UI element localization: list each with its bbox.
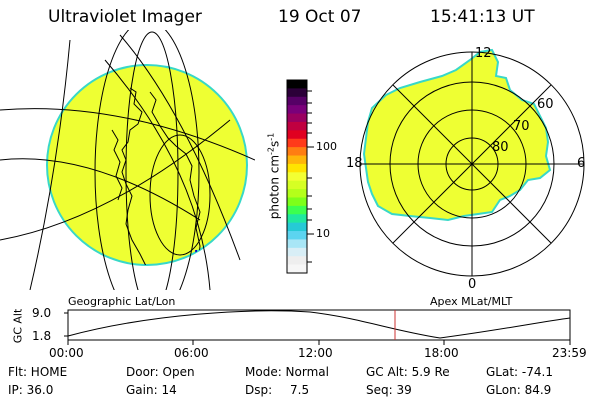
geographic-grid-lines	[0, 30, 255, 290]
instrument-title: Ultraviolet Imager	[48, 7, 202, 27]
dsp-label: Dsp:	[245, 383, 273, 397]
colorbar-segment	[287, 214, 307, 224]
colorbar-segment	[287, 121, 307, 131]
colorbar-ticks	[307, 90, 314, 263]
colorbar-segment	[287, 80, 307, 89]
colorbar-segment	[287, 189, 307, 199]
gc-alt-label: GC Alt: 5.9 Re	[366, 365, 450, 379]
flight-label: Flt: HOME	[8, 365, 68, 379]
time-label: 15:41:13 UT	[430, 7, 535, 27]
colorbar-segment	[287, 264, 307, 274]
colorbar-segment	[287, 197, 307, 207]
polar-auroral-fill	[362, 48, 552, 222]
mlat-label-60: 60	[537, 97, 554, 112]
geographic-caption: Geographic Lat/Lon	[68, 295, 176, 308]
colorbar-tick-10: 10	[316, 227, 330, 240]
colorbar-tick-100: 100	[316, 140, 337, 153]
colorbar-frame	[286, 79, 308, 274]
apex-caption: Apex MLat/MLT	[430, 295, 513, 308]
mlt-label-12: 12	[475, 46, 492, 61]
x-tick-0600: 06:00	[174, 346, 209, 360]
door-label: Door: Open	[126, 365, 195, 379]
altitude-x-ticks	[67, 340, 571, 345]
colorbar-segment	[287, 138, 307, 148]
colorbar-segment	[287, 222, 307, 232]
colorbar-segment	[287, 96, 307, 106]
dsp-value: 7.5	[290, 383, 310, 397]
geographic-image-panel	[0, 30, 255, 290]
mlat-label-70: 70	[513, 119, 530, 134]
colorbar-segment	[287, 205, 307, 215]
colorbar-segment	[287, 147, 307, 157]
intensity-colorbar	[287, 80, 307, 274]
colorbar-segment	[287, 256, 307, 266]
x-tick-2359: 23:59	[552, 346, 587, 360]
mlat-label-80: 80	[492, 140, 509, 155]
colorbar-segment	[287, 113, 307, 123]
colorbar-segment	[287, 239, 307, 249]
altitude-ylabel: GC Alt	[11, 308, 25, 344]
altitude-ymax: 9.0	[32, 306, 52, 320]
ip-label: IP: 36.0	[8, 383, 54, 397]
colorbar-segment	[287, 88, 307, 98]
polar-grid	[359, 51, 585, 277]
mlt-label-18: 18	[346, 156, 363, 171]
colorbar-segment	[287, 130, 307, 140]
x-tick-1200: 12:00	[298, 346, 333, 360]
colorbar-segment	[287, 180, 307, 190]
altitude-ymin: 1.8	[32, 329, 52, 343]
colorbar-segment	[287, 155, 307, 165]
colorbar-segment	[287, 247, 307, 257]
seq-label: Seq: 39	[366, 383, 412, 397]
polar-image-panel	[359, 48, 585, 277]
glat-label: GLat: -74.1	[486, 365, 553, 379]
altitude-plot	[64, 309, 571, 345]
x-tick-1800: 18:00	[424, 346, 459, 360]
glon-label: GLon: 84.9	[486, 383, 552, 397]
altitude-plot-frame	[67, 309, 571, 341]
x-tick-0000: 00:00	[49, 346, 84, 360]
mode-label: Mode: Normal	[245, 365, 329, 379]
colorbar-segment	[287, 231, 307, 241]
date-label: 19 Oct 07	[278, 7, 362, 27]
gain-label: Gain: 14	[126, 383, 177, 397]
altitude-curve	[67, 310, 571, 339]
colorbar-unit-label: photon cm-2s-1	[266, 132, 282, 220]
mlt-label-6: 6	[577, 156, 586, 171]
colorbar-segment	[287, 172, 307, 182]
altitude-y-ticks	[64, 312, 68, 337]
mlt-label-0: 0	[468, 277, 477, 292]
colorbar-segment	[287, 105, 307, 115]
colorbar-segment	[287, 163, 307, 173]
